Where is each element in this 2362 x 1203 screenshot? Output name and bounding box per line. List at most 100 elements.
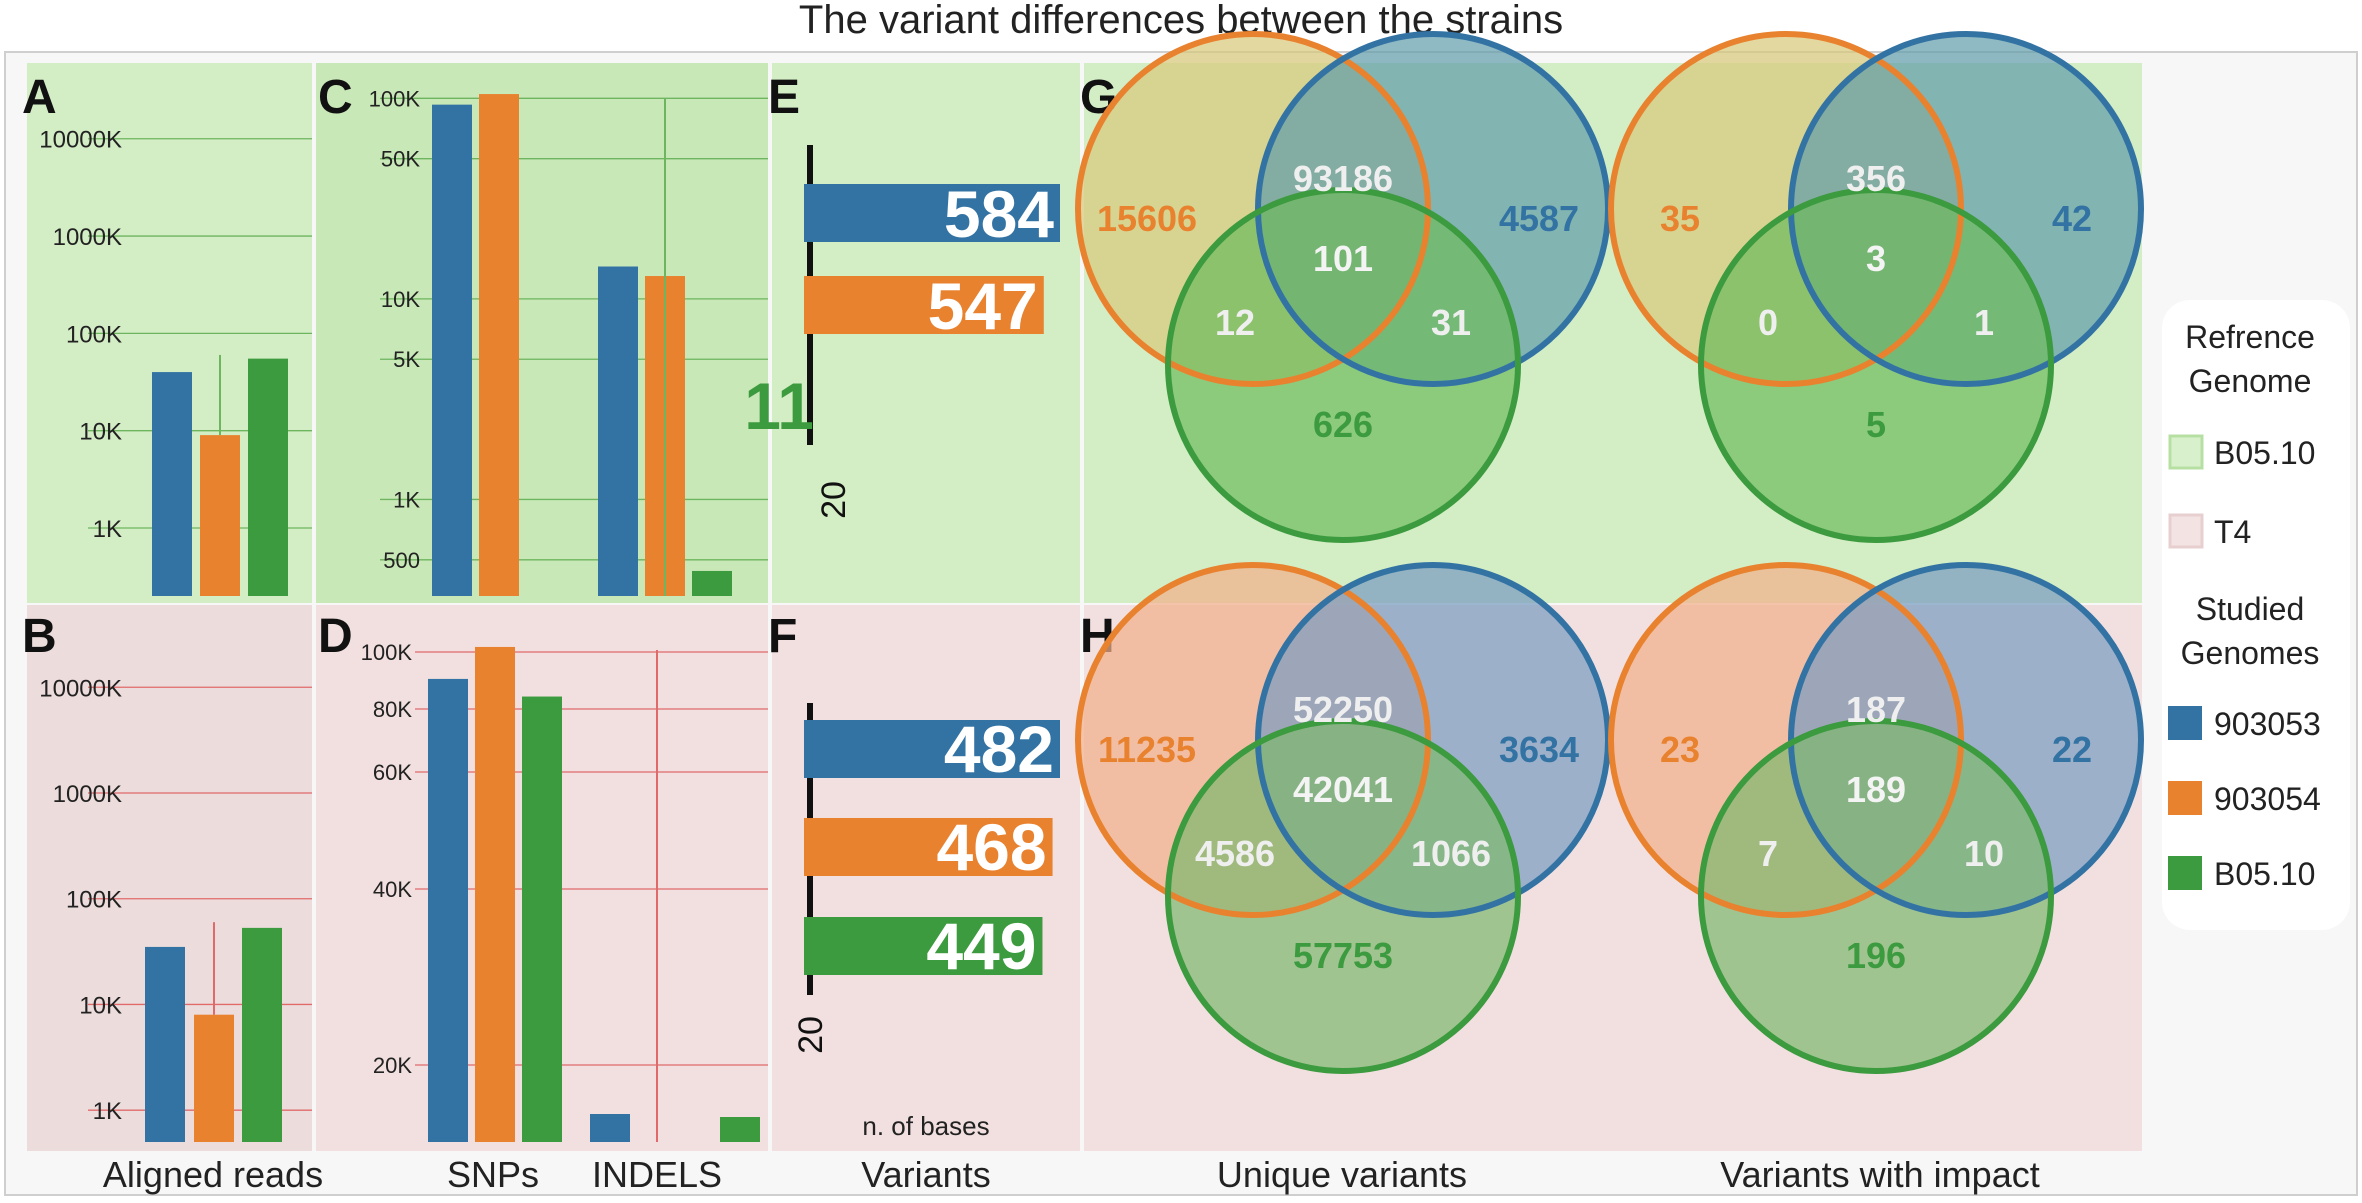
panel-letter-E: E [768,71,800,124]
y-tick-label: 10K [79,419,122,446]
chart-A: 1K 10K 100K 1000K 10000K [39,127,312,596]
bar-903053 [145,946,185,1142]
legend-ref-item-b0510: B05.10 [2214,435,2315,471]
panel-letter-C: C [318,71,353,124]
y-tick-label: 40K [373,877,412,902]
axis-tick-label: 20 [792,1016,830,1054]
data-label-B05.10: 449 [926,909,1036,983]
legend-ref-heading-2: Genome [2189,363,2312,399]
legend-swatch-ref-b0510 [2168,434,2204,470]
label-snps: SNPs [447,1154,539,1195]
venn-circle-b0510-fill [1701,721,2051,1071]
y-tick-label: 100K [369,86,421,111]
panel-letter-F: F [768,610,797,663]
venn-label-orange_green: 0 [1758,302,1778,343]
y-tick-label: 500 [383,548,420,573]
venn-circle-b0510 [1165,718,1521,1074]
venn-label-orange_green: 7 [1758,833,1778,874]
label-variants: Variants [861,1154,990,1195]
legend-studied-item-903054: 903054 [2214,781,2321,817]
data-label-903054: 547 [928,269,1038,343]
label-aligned-reads: Aligned reads [103,1154,323,1195]
y-tick-label: 1K [93,1098,122,1125]
panel-letter-A: A [22,71,57,124]
chart-F: 20 482 468 449 n. of bases [792,703,1060,1141]
venn-circle-b0510 [1165,187,1521,543]
venn-label-orange_only: 23 [1660,729,1700,770]
chart-C: 500 1K 5K 10K 50K 100K [369,86,768,596]
legend-studied-heading-1: Studied [2196,591,2305,627]
venn-label-orange_only: 11235 [1098,729,1196,770]
venn-label-green_only: 5 [1866,404,1886,445]
bar-B05.10 [804,917,1043,975]
venn-label-all: 189 [1846,769,1906,810]
panel-letter-B: B [22,610,57,663]
y-tick-label: 100K [66,887,122,914]
bar-B05.10 [248,358,288,596]
y-tick-label: 100K [66,321,122,348]
venn-label-orange_blue: 93186 [1293,158,1393,199]
venn-circle-b0510-fill [1168,190,1518,540]
chart-G: 15606 4587 93186 101 12 31 626 35 42 356 3 0 1 5 [1075,31,2144,543]
venn-circle-b0510-fill [1168,721,1518,1071]
y-tick-label: 100K [361,640,413,665]
venn-label-orange_only: 35 [1660,198,1700,239]
venn-label-orange_only: 15606 [1097,198,1197,239]
venn-label-all: 101 [1313,238,1373,279]
bar-INDELS-903053 [598,266,638,596]
bar-903054 [194,1014,234,1142]
venn-label-blue_only: 3634 [1499,729,1579,770]
venn-label-blue_only: 4587 [1499,198,1579,239]
panel-F-background [772,605,1080,1151]
venn-label-blue_green: 1066 [1411,833,1491,874]
legend-swatch-b0510 [2168,856,2202,890]
data-label-903054: 468 [936,810,1046,884]
venn-label-green_only: 626 [1313,404,1373,445]
y-tick-label: 10K [381,287,420,312]
venn-label-blue_green: 1 [1974,302,1994,343]
legend-swatch-903054 [2168,781,2202,815]
y-tick-label: 1K [93,516,122,543]
bar-SNPs-903054 [475,646,515,1142]
venn-label-all: 3 [1866,238,1886,279]
bar-SNPs-903053 [432,104,472,596]
venn-label-orange_blue: 52250 [1293,689,1393,730]
venn-label-blue_green: 10 [1964,833,2004,874]
label-variants-with-impact: Variants with impact [1720,1154,2039,1195]
bar-SNPs-903054 [479,94,519,596]
legend: Refrence Genome Studied Genomes B05.10 T… [2162,300,2350,930]
venn-label-orange_blue: 187 [1846,689,1906,730]
venn-label-orange_green: 4586 [1195,833,1275,874]
bar-INDELS-903053 [590,1114,630,1142]
label-indels: INDELS [592,1154,722,1195]
y-tick-label: 10000K [39,127,122,154]
data-label-903053: 482 [944,712,1054,786]
y-tick-label: 80K [373,697,412,722]
y-tick-label: 1000K [53,781,122,808]
legend-ref-heading-1: Refrence [2185,319,2315,355]
y-tick-label: 1K [393,487,420,512]
y-tick-label: 20K [373,1053,412,1078]
bar-SNPs-903053 [428,678,468,1142]
venn-label-orange_blue: 356 [1846,158,1906,199]
legend-swatch-903053 [2168,706,2202,740]
venn-label-all: 42041 [1293,769,1393,810]
bar-INDELS-B05.10 [692,570,732,596]
chart-B: 1K 10K 100K 1000K 10000K [39,675,312,1142]
bar-SNPs-B05.10 [522,696,562,1142]
bar-903053 [152,372,192,596]
x-axis-label: n. of bases [862,1111,989,1141]
venn-label-blue_only: 22 [2052,729,2092,770]
venn-label-orange_green: 12 [1215,302,1255,343]
bar-903053 [804,720,1060,778]
bar-INDELS-B05.10 [720,1117,760,1142]
chart-E: 20 584 547 11 [744,145,1060,519]
panel-letter-D: D [318,610,353,663]
data-label-B05.10: 11 [744,369,814,443]
panel-letters: A B C D E F G H [22,71,1117,663]
venn-circle-b0510 [1698,187,2054,543]
y-tick-label: 10000K [39,675,122,702]
chart-H: 11235 3634 52250 42041 4586 1066 57753 23 22 187 1… [1075,562,2144,1074]
bar-B05.10 [242,927,282,1142]
